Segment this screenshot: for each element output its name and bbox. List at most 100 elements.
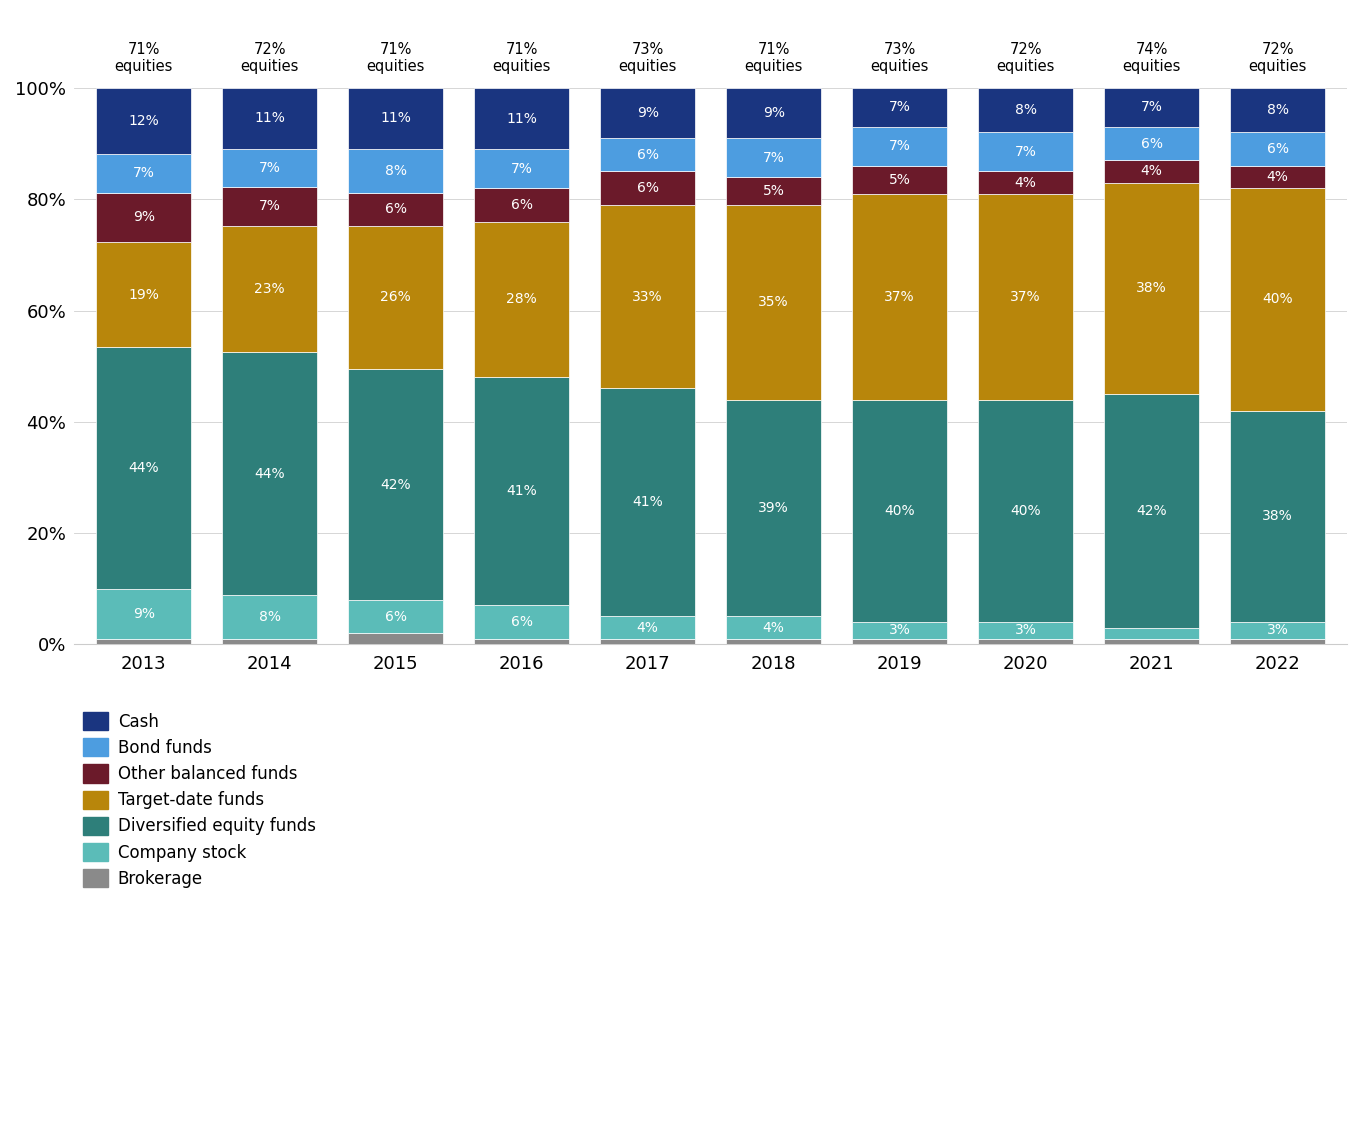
Text: 6%: 6% <box>1141 136 1163 151</box>
Bar <box>222 226 317 352</box>
Text: 4%: 4% <box>636 621 659 634</box>
Bar <box>97 89 191 154</box>
Bar <box>726 639 821 645</box>
Bar <box>1230 411 1325 622</box>
Text: 9%: 9% <box>763 106 785 120</box>
Text: 6%: 6% <box>511 197 533 212</box>
Bar <box>1105 628 1199 639</box>
Text: 28%: 28% <box>507 293 537 306</box>
Bar <box>349 600 443 633</box>
Bar <box>222 595 317 639</box>
Bar <box>222 352 317 595</box>
Legend: Cash, Bond funds, Other balanced funds, Target-date funds, Diversified equity fu: Cash, Bond funds, Other balanced funds, … <box>83 712 316 888</box>
Bar <box>1230 166 1325 188</box>
Bar <box>601 171 695 204</box>
Text: 6%: 6% <box>1267 142 1288 157</box>
Text: 5%: 5% <box>763 184 785 197</box>
Bar <box>1230 639 1325 645</box>
Bar <box>1105 183 1199 394</box>
Text: 3%: 3% <box>1267 623 1288 638</box>
Bar <box>601 138 695 171</box>
Text: 33%: 33% <box>632 289 663 303</box>
Bar <box>1230 89 1325 133</box>
Text: 7%: 7% <box>1141 101 1163 115</box>
Bar <box>726 177 821 204</box>
Text: 6%: 6% <box>636 148 659 162</box>
Bar <box>978 133 1073 171</box>
Bar <box>978 194 1073 400</box>
Text: 19%: 19% <box>128 287 159 302</box>
Text: 40%: 40% <box>1263 293 1293 306</box>
Text: 35%: 35% <box>759 295 789 309</box>
Bar <box>601 204 695 388</box>
Bar <box>601 639 695 645</box>
Bar <box>1230 622 1325 639</box>
Text: 7%: 7% <box>889 101 911 115</box>
Bar <box>978 622 1073 639</box>
Text: 8%: 8% <box>384 163 407 177</box>
Bar <box>853 194 947 400</box>
Text: 9%: 9% <box>636 106 659 120</box>
Bar <box>1105 160 1199 183</box>
Bar <box>853 622 947 639</box>
Bar <box>853 639 947 645</box>
Text: 8%: 8% <box>259 609 281 624</box>
Bar <box>726 89 821 138</box>
Bar <box>474 149 569 188</box>
Text: 3%: 3% <box>1015 623 1036 638</box>
Bar <box>853 400 947 622</box>
Bar <box>222 89 317 149</box>
Text: 4%: 4% <box>1267 170 1288 184</box>
Bar <box>978 171 1073 194</box>
Text: 12%: 12% <box>128 114 159 128</box>
Bar <box>97 154 191 193</box>
Text: 5%: 5% <box>889 173 911 187</box>
Bar <box>474 605 569 639</box>
Text: 72%
equities: 72% equities <box>1249 42 1308 74</box>
Text: 71%
equities: 71% equities <box>366 42 425 74</box>
Text: 7%: 7% <box>511 161 533 176</box>
Bar <box>222 187 317 226</box>
Text: 39%: 39% <box>759 501 789 515</box>
Text: 38%: 38% <box>1263 510 1293 523</box>
Bar <box>97 639 191 645</box>
Text: 6%: 6% <box>511 615 533 629</box>
Bar <box>1105 89 1199 127</box>
Text: 7%: 7% <box>259 161 281 175</box>
Text: 11%: 11% <box>507 111 537 126</box>
Bar <box>474 89 569 149</box>
Text: 4%: 4% <box>1015 176 1036 190</box>
Text: 7%: 7% <box>889 140 911 153</box>
Text: 11%: 11% <box>380 111 411 125</box>
Bar <box>474 639 569 645</box>
Text: 6%: 6% <box>384 202 407 216</box>
Bar <box>726 204 821 400</box>
Text: 7%: 7% <box>132 167 154 180</box>
Bar <box>97 347 191 589</box>
Bar <box>853 127 947 166</box>
Bar <box>97 193 191 242</box>
Bar <box>474 221 569 377</box>
Text: 42%: 42% <box>1136 504 1167 518</box>
Text: 4%: 4% <box>1141 165 1163 178</box>
Text: 73%
equities: 73% equities <box>870 42 929 74</box>
Bar <box>601 616 695 639</box>
Text: 6%: 6% <box>384 609 407 624</box>
Bar <box>1105 394 1199 628</box>
Bar <box>1230 133 1325 166</box>
Bar <box>97 589 191 639</box>
Bar <box>853 166 947 194</box>
Text: 11%: 11% <box>255 111 285 125</box>
Text: 37%: 37% <box>884 289 915 303</box>
Bar <box>349 193 443 226</box>
Text: 23%: 23% <box>255 281 285 296</box>
Bar <box>978 639 1073 645</box>
Text: 7%: 7% <box>1015 145 1036 159</box>
Bar <box>1230 188 1325 411</box>
Text: 42%: 42% <box>380 478 411 491</box>
Text: 71%
equities: 71% equities <box>114 42 173 74</box>
Bar <box>853 89 947 127</box>
Text: 41%: 41% <box>632 496 663 510</box>
Bar <box>222 149 317 187</box>
Text: 8%: 8% <box>1267 103 1288 117</box>
